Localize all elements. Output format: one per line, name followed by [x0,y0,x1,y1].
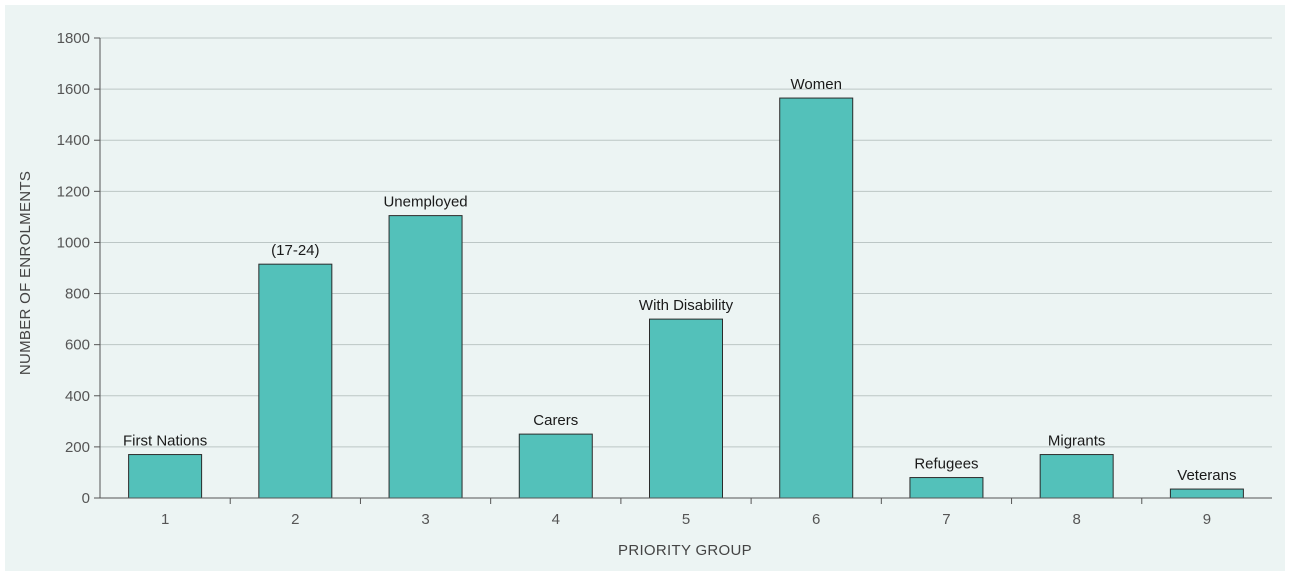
x-tick-label: 7 [942,511,950,528]
x-tick-label: 8 [1072,511,1080,528]
y-tick-label: 800 [65,286,90,303]
bar-8 [1039,454,1114,499]
bar-chart: 0 200 400 600 800 1000 1200 1400 1600 1800 1 2 3 4 5 6 7… [5,5,1285,571]
x-tick-label: 4 [552,511,560,528]
x-tick-label: 1 [161,511,169,528]
bar-data-label: First Nations [123,433,207,450]
bar-4 [518,433,593,499]
y-axis-title: NUMBER OF ENROLMENTS [17,171,34,375]
bar-data-label: Migrants [1048,433,1106,450]
data-labels: First Nations (17-24) Unemployed Carers With… [123,76,1236,484]
bar-2 [258,263,333,499]
bars [128,97,1244,499]
bar-3 [388,215,463,499]
y-tick-label: 1400 [57,132,90,149]
y-tick-label: 600 [65,337,90,354]
axes: 0 200 400 600 800 1000 1200 1400 1600 1800 1 2 3 4 5 6 7… [57,30,1272,528]
bar-6 [779,97,854,499]
y-tick-label: 1800 [57,30,90,47]
y-tick-label: 1000 [57,234,90,251]
y-tick-label: 1600 [57,81,90,98]
bar-data-label: Carers [533,412,578,429]
y-tick-label: 0 [82,490,90,507]
bar-data-label: With Disability [639,297,734,314]
bar-5 [649,318,723,499]
bar-data-label: Unemployed [383,194,467,211]
y-tick-label: 1200 [57,183,90,200]
y-tick-label: 200 [65,439,90,456]
x-axis-title: PRIORITY GROUP [618,542,752,559]
x-tick-label: 6 [812,511,820,528]
bar-data-label: (17-24) [271,242,319,259]
bar-7 [909,477,984,499]
bar-9 [1169,488,1244,499]
x-tick-label: 2 [291,511,299,528]
y-tick-label: 400 [65,388,90,405]
x-tick-label: 3 [421,511,429,528]
bar-data-label: Veterans [1177,467,1236,484]
chart-panel: 0 200 400 600 800 1000 1200 1400 1600 1800 1 2 3 4 5 6 7… [5,5,1285,571]
bar-1 [128,454,203,499]
bar-data-label: Refugees [914,456,978,473]
x-tick-label: 9 [1203,511,1211,528]
bar-data-label: Women [791,76,842,93]
x-tick-label: 5 [682,511,690,528]
